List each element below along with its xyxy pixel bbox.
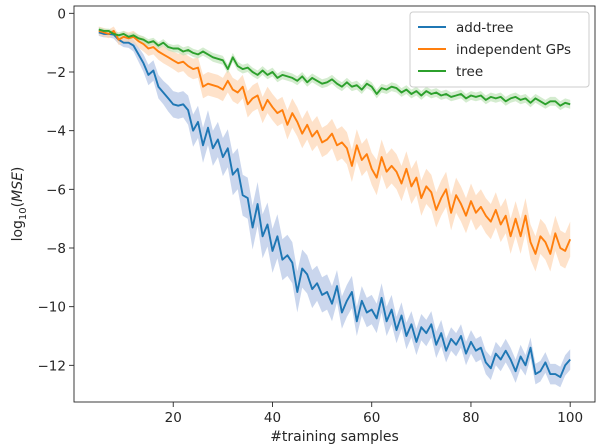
y-tick-label: −4: [46, 124, 66, 140]
x-tick-label: 60: [363, 410, 380, 426]
series-lines: [98, 28, 572, 379]
y-axis-label-prefix: log: [10, 220, 26, 241]
y-axis-label: log10(MSE): [10, 167, 29, 242]
y-tick-label: −12: [38, 358, 67, 374]
legend-label-independent-gps: independent GPs: [456, 42, 571, 58]
band-tree: [98, 27, 571, 111]
y-tick-label: −2: [46, 65, 66, 81]
y-axis-label-open-paren: (: [10, 202, 26, 207]
legend-label-tree: tree: [456, 64, 483, 80]
y-tick-label: −10: [38, 300, 67, 316]
y-axis-label-variable: MSE: [10, 172, 26, 202]
x-axis-label: #training samples: [270, 429, 399, 445]
series-line-add-tree: [98, 31, 571, 379]
y-axis-label-subscript: 10: [18, 207, 29, 220]
series-line-independent-gps: [98, 29, 572, 255]
y-tick-label: 0: [57, 6, 66, 22]
x-tick-label: 20: [165, 410, 182, 426]
y-tick-label: −8: [46, 241, 66, 257]
y-axis-label-close-paren: ): [10, 167, 26, 172]
legend-label-add-tree: add-tree: [456, 20, 513, 36]
y-axis-ticks: 0 −2 −4 −6 −8 −10 −12: [38, 6, 74, 374]
y-tick-label: −6: [46, 182, 66, 198]
x-tick-label: 100: [557, 410, 583, 426]
legend-box: [409, 11, 590, 88]
legend: add-tree independent GPs tree: [409, 11, 590, 88]
series-line-tree: [98, 28, 571, 107]
band-add-tree: [98, 28, 571, 388]
x-tick-label: 80: [462, 410, 479, 426]
x-tick-label: 40: [264, 410, 281, 426]
plot-frame: [73, 5, 596, 403]
x-axis-ticks: 20 40 60 80 100: [165, 402, 583, 426]
